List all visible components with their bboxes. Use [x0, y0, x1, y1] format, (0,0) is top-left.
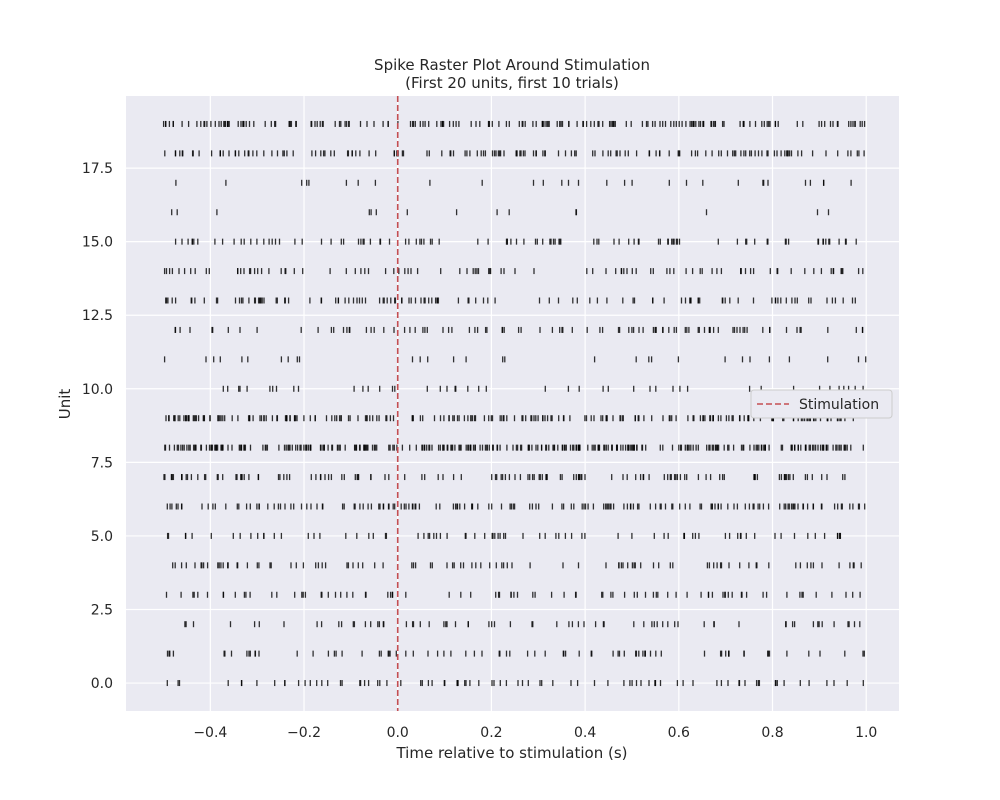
y-axis-label: Unit — [56, 389, 74, 420]
chart-subtitle: (First 20 units, first 10 trials) — [405, 74, 619, 92]
spike-marks — [162, 120, 867, 687]
y-tick-label: 0.0 — [91, 676, 113, 692]
y-tick-label: 7.5 — [91, 455, 113, 471]
y-tick-label: 12.5 — [82, 308, 113, 324]
x-tick-label: 0.4 — [574, 725, 596, 741]
x-tick-labels: −0.4 −0.2 0.0 0.2 0.4 0.6 0.8 1.0 — [193, 725, 877, 741]
legend-stimulation-label: Stimulation — [799, 397, 879, 413]
x-tick-label: 0.0 — [387, 725, 409, 741]
x-tick-label: −0.2 — [287, 725, 321, 741]
y-tick-labels: 0.0 2.5 5.0 7.5 10.0 12.5 15.0 17.5 — [82, 161, 113, 692]
y-tick-label: 15.0 — [82, 235, 113, 251]
y-tick-label: 10.0 — [82, 382, 113, 398]
x-tick-label: 0.6 — [668, 725, 690, 741]
chart-title: Spike Raster Plot Around Stimulation — [374, 56, 650, 74]
x-tick-label: −0.4 — [193, 725, 227, 741]
legend: Stimulation — [750, 389, 893, 419]
x-tick-label: 0.2 — [480, 725, 502, 741]
y-tick-label: 17.5 — [82, 161, 113, 177]
x-axis-label: Time relative to stimulation (s) — [395, 744, 627, 762]
y-tick-label: 2.5 — [91, 602, 113, 618]
legend-box — [750, 389, 893, 419]
x-tick-label: 0.8 — [761, 725, 783, 741]
y-tick-label: 5.0 — [91, 529, 113, 545]
x-tick-label: 1.0 — [855, 725, 877, 741]
